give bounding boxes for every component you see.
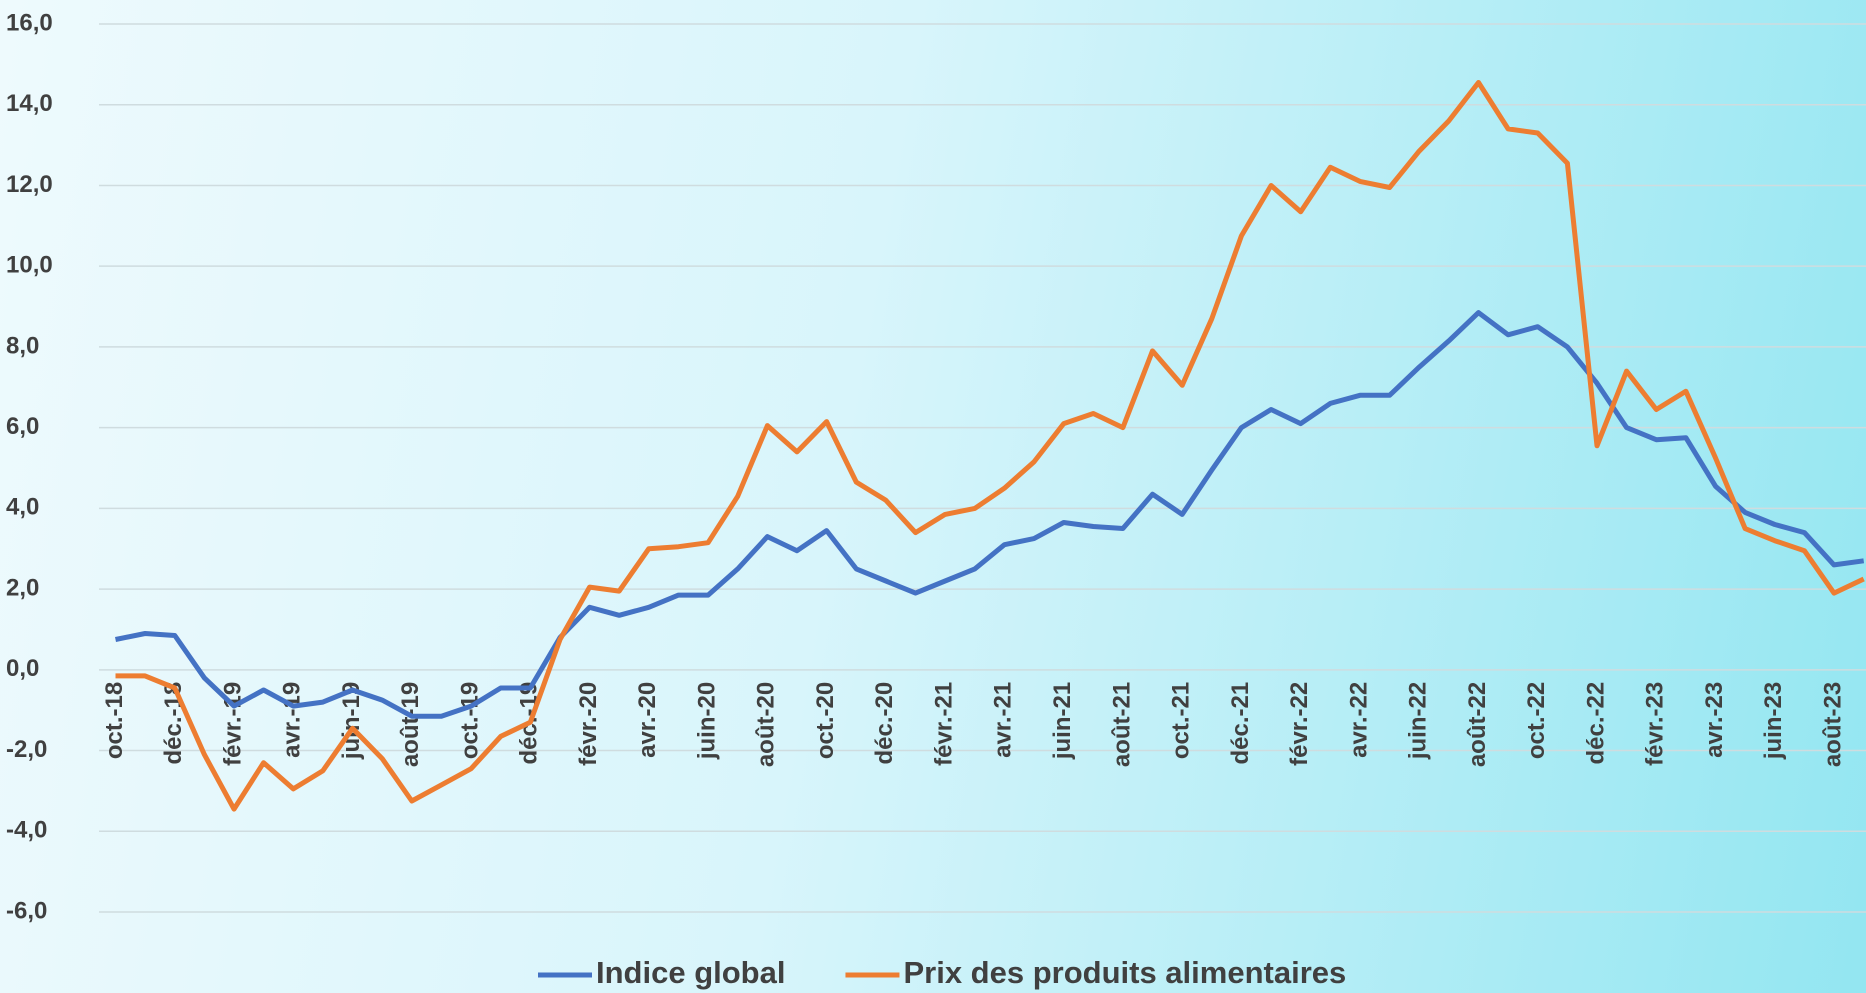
x-tick-label: déc.-22 — [1582, 682, 1609, 765]
x-tick-label: juin-20 — [693, 682, 720, 760]
x-tick-label: août-20 — [753, 682, 780, 767]
x-tick-label: févr.-20 — [575, 682, 602, 766]
y-tick-label: 10,0 — [6, 252, 53, 279]
x-tick-label: oct.-18 — [101, 682, 128, 759]
y-tick-label: 0,0 — [6, 655, 39, 682]
x-tick-label: avr.-22 — [1345, 682, 1372, 758]
y-tick-label: 4,0 — [6, 494, 39, 521]
x-tick-label: oct.-22 — [1523, 682, 1550, 759]
x-tick-label: août-21 — [1108, 682, 1135, 767]
x-tick-label: juin-22 — [1405, 682, 1432, 760]
y-tick-label: 2,0 — [6, 574, 39, 601]
x-tick-label: avr.-20 — [634, 682, 661, 758]
x-tick-label: août-22 — [1464, 682, 1491, 767]
x-tick-label: oct.-20 — [812, 682, 839, 759]
x-tick-label: févr.-22 — [1286, 682, 1313, 766]
y-tick-label: -4,0 — [6, 817, 47, 844]
x-tick-label: déc.-20 — [871, 682, 898, 765]
x-tick-label: juin-21 — [1049, 682, 1076, 760]
x-tick-label: oct.-19 — [456, 682, 483, 759]
x-tick-label: avr.-23 — [1701, 682, 1728, 758]
y-tick-label: 12,0 — [6, 171, 53, 198]
y-tick-label: -2,0 — [6, 736, 47, 763]
x-tick-label: oct.-21 — [1168, 682, 1195, 759]
x-tick-label: févr.-23 — [1642, 682, 1669, 766]
y-tick-label: 16,0 — [6, 9, 53, 36]
y-tick-label: 8,0 — [6, 332, 39, 359]
x-tick-label: avr.-21 — [990, 682, 1017, 758]
series-line — [116, 313, 1864, 717]
x-tick-label: avr.-19 — [279, 682, 306, 758]
x-tick-label: déc.-21 — [1227, 682, 1254, 765]
x-tick-label: juin-23 — [1760, 682, 1787, 760]
legend-label: Indice global — [596, 955, 785, 990]
y-tick-label: -6,0 — [6, 897, 47, 924]
legend-label: Prix des produits alimentaires — [903, 955, 1346, 990]
y-tick-label: 6,0 — [6, 413, 39, 440]
x-tick-label: déc.-18 — [160, 682, 187, 765]
x-tick-label: août-23 — [1819, 682, 1846, 767]
x-tick-label: févr.-21 — [930, 682, 957, 766]
y-tick-label: 14,0 — [6, 90, 53, 117]
x-tick-label: août-19 — [397, 682, 424, 767]
chart: -6,0 -4,0 -2,0 0,0 2,0 4,0 6,0 8,0 10,0 12,0 14,0 1… — [0, 0, 1866, 993]
